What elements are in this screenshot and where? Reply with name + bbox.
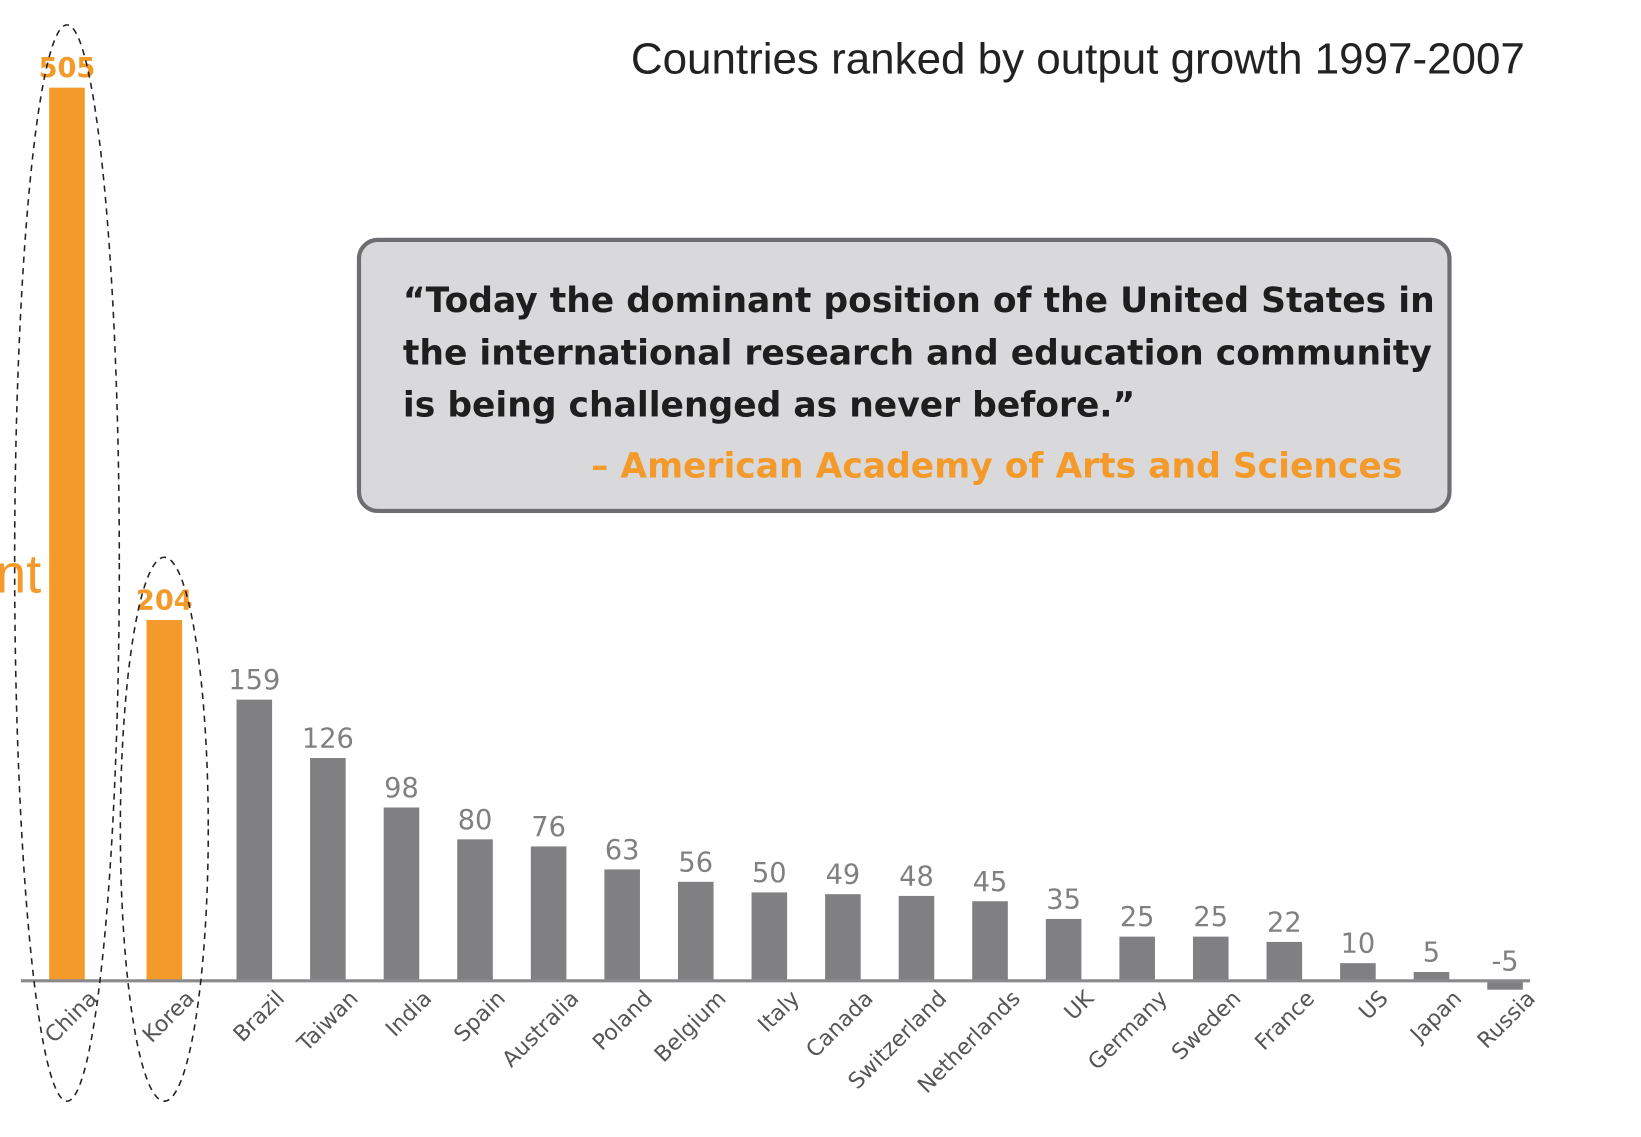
value-label: 45 xyxy=(973,867,1008,898)
value-label: -5 xyxy=(1491,946,1518,977)
value-label: 505 xyxy=(39,53,96,84)
x-tick-label: Taiwan xyxy=(292,986,363,1057)
value-label: 35 xyxy=(1046,884,1081,915)
x-tick-label: Germany xyxy=(1084,986,1173,1075)
value-label: 63 xyxy=(605,835,640,866)
x-tick-label: India xyxy=(381,986,437,1042)
value-label: 98 xyxy=(384,773,419,804)
bar xyxy=(898,895,935,981)
value-label: 50 xyxy=(752,858,787,889)
value-label: 25 xyxy=(1120,902,1155,933)
x-tick-label: Korea xyxy=(138,986,200,1048)
x-tick-label: Australia xyxy=(498,986,584,1072)
value-label: 56 xyxy=(678,847,713,878)
x-tick-label: Poland xyxy=(588,986,658,1056)
bar xyxy=(236,699,273,981)
bar xyxy=(1487,980,1523,990)
x-tick-label: China xyxy=(41,986,103,1048)
bar xyxy=(1119,936,1155,981)
bar xyxy=(310,757,346,981)
bar xyxy=(604,869,640,981)
quote-attribution: – American Academy of Arts and Sciences xyxy=(591,446,1402,486)
value-label: 25 xyxy=(1193,902,1228,933)
highlight-ring xyxy=(119,556,210,1102)
value-label: 48 xyxy=(899,861,934,892)
value-label: 76 xyxy=(531,812,566,843)
bar xyxy=(825,894,861,981)
x-tick-label: Belgium xyxy=(650,986,731,1067)
x-tick-label: Canada xyxy=(802,986,879,1063)
chart-title: Countries ranked by output growth 1997-2… xyxy=(631,34,1525,83)
value-label: 159 xyxy=(228,665,280,696)
bar xyxy=(530,846,567,981)
bar xyxy=(751,892,788,981)
bar xyxy=(1045,918,1082,981)
quote-line: the international research and education… xyxy=(403,333,1432,373)
quote-box: “Today the dominant position of the Unit… xyxy=(356,237,1452,514)
bar xyxy=(383,807,420,981)
bar xyxy=(146,620,183,981)
quote-background xyxy=(356,237,1452,514)
value-label: 126 xyxy=(302,724,354,755)
value-label: 5 xyxy=(1423,938,1440,969)
x-tick-label: Italy xyxy=(754,986,805,1037)
quote-line: is being challenged as never before.” xyxy=(403,386,1135,426)
x-tick-label: US xyxy=(1355,986,1394,1025)
bar xyxy=(457,839,493,981)
bar xyxy=(677,881,714,981)
value-label: 80 xyxy=(458,805,493,836)
bar xyxy=(49,87,85,981)
x-tick-label: Russia xyxy=(1473,986,1541,1054)
bar xyxy=(1340,963,1376,981)
bar xyxy=(1192,936,1229,981)
value-label: 10 xyxy=(1341,929,1376,960)
value-label: 22 xyxy=(1267,907,1302,938)
bar xyxy=(1266,941,1303,981)
x-tick-label: France xyxy=(1251,986,1320,1055)
value-label: 49 xyxy=(826,860,861,891)
bar xyxy=(972,901,1008,981)
fragment-text: nt xyxy=(0,544,41,605)
highlight-ring xyxy=(13,24,121,1102)
x-tick-label: Brazil xyxy=(229,986,290,1047)
x-tick-label: Sweden xyxy=(1167,986,1246,1065)
quote-line: “Today the dominant position of the Unit… xyxy=(403,281,1435,321)
plot: 505China204Korea159Brazil126Taiwan98Indi… xyxy=(13,24,1541,1102)
x-tick-label: UK xyxy=(1060,986,1100,1026)
bar xyxy=(1413,971,1450,981)
value-label: 204 xyxy=(136,586,193,617)
x-tick-label: Spain xyxy=(450,986,511,1047)
x-tick-label: Japan xyxy=(1405,986,1467,1048)
